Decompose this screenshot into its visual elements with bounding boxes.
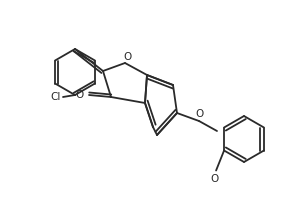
Text: O: O: [210, 174, 218, 183]
Text: O: O: [123, 52, 131, 62]
Text: O: O: [195, 109, 203, 119]
Text: Cl: Cl: [51, 92, 61, 102]
Text: O: O: [75, 90, 83, 100]
